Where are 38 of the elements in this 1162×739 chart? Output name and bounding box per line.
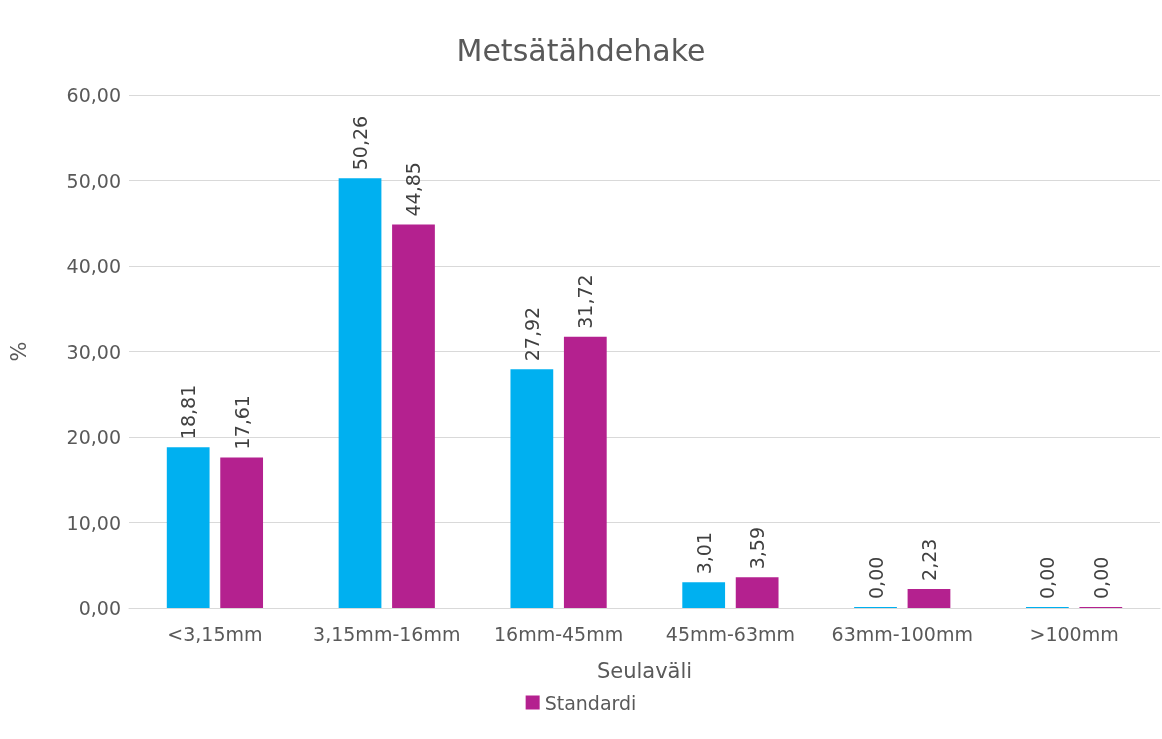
bar	[220, 457, 264, 608]
data-label: 27,92	[520, 306, 543, 362]
x-tick-label: 45mm-63mm	[665, 622, 796, 645]
data-label: 17,61	[230, 395, 253, 450]
legend-label: Standardi	[544, 691, 637, 714]
x-tick-label: <3,15mm	[167, 622, 263, 645]
data-label: 3,01	[692, 531, 715, 575]
data-label: 0,00	[1036, 556, 1059, 599]
x-axis-title: Seulaväli	[596, 658, 693, 683]
y-tick-label: 10,00	[66, 511, 121, 534]
data-label: 0,00	[1089, 556, 1112, 599]
data-label: 3,59	[746, 526, 769, 570]
y-tick-label: 30,00	[66, 340, 121, 363]
y-axis-title: %	[6, 341, 31, 362]
x-tick-label: 63mm-100mm	[831, 622, 973, 645]
x-tick-label: 3,15mm-16mm	[313, 622, 461, 645]
bar	[166, 447, 210, 608]
bar	[563, 336, 607, 608]
y-tick-label: 60,00	[66, 84, 121, 106]
y-tick-label: 50,00	[66, 169, 121, 192]
bar	[392, 224, 435, 608]
y-tick-label: 40,00	[66, 255, 121, 277]
bar	[735, 577, 779, 608]
bar	[338, 178, 382, 608]
data-label: 0,00	[864, 556, 887, 599]
data-label: 18,81	[177, 384, 200, 440]
bar	[682, 582, 726, 608]
data-label: 50,26	[349, 115, 372, 171]
chart-title: Metsätähdehake	[456, 32, 706, 68]
y-tick-label: 0,00	[78, 597, 121, 619]
data-label: 2,23	[917, 538, 940, 581]
data-label: 44,85	[402, 162, 425, 217]
y-tick-label: 20,00	[66, 426, 121, 448]
x-tick-label: >100mm	[1029, 622, 1119, 645]
x-tick-label: 16mm-45mm	[493, 622, 624, 645]
data-label: 31,72	[574, 274, 597, 329]
bar	[510, 369, 554, 608]
bar	[907, 588, 951, 608]
